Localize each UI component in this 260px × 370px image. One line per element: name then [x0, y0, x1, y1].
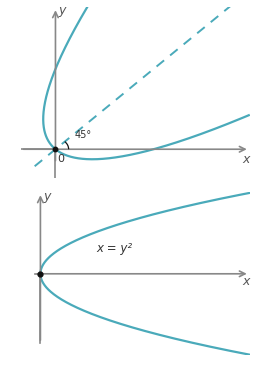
Text: 0: 0: [57, 154, 64, 164]
Text: x: x: [243, 275, 250, 289]
Text: x: x: [242, 153, 250, 166]
Text: 45°: 45°: [74, 130, 91, 139]
Text: x = y²: x = y²: [96, 242, 132, 255]
Text: y: y: [59, 4, 66, 17]
Text: y: y: [43, 189, 51, 202]
